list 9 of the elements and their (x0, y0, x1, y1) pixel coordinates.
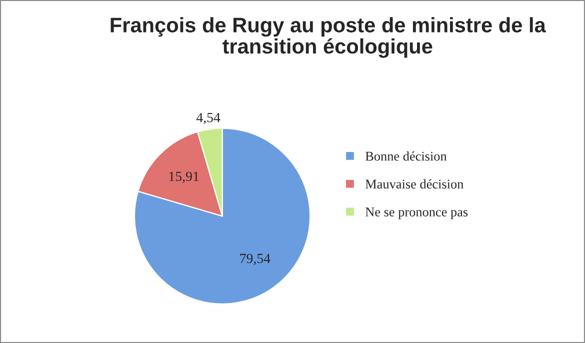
data-label: 79,54 (240, 254, 270, 266)
pie-slice (134, 128, 311, 304)
data-label: 4,54 (196, 112, 220, 124)
legend-label: Mauvaise décision (365, 179, 464, 189)
chart-title: François de Rugy au poste de ministre de la transition écologique (110, 17, 546, 58)
legend-label: Ne se prononce pas (365, 208, 468, 220)
legend-label: Bonne décision (365, 151, 447, 161)
pie-slice (138, 131, 223, 217)
data-label: 15,91 (169, 172, 199, 184)
